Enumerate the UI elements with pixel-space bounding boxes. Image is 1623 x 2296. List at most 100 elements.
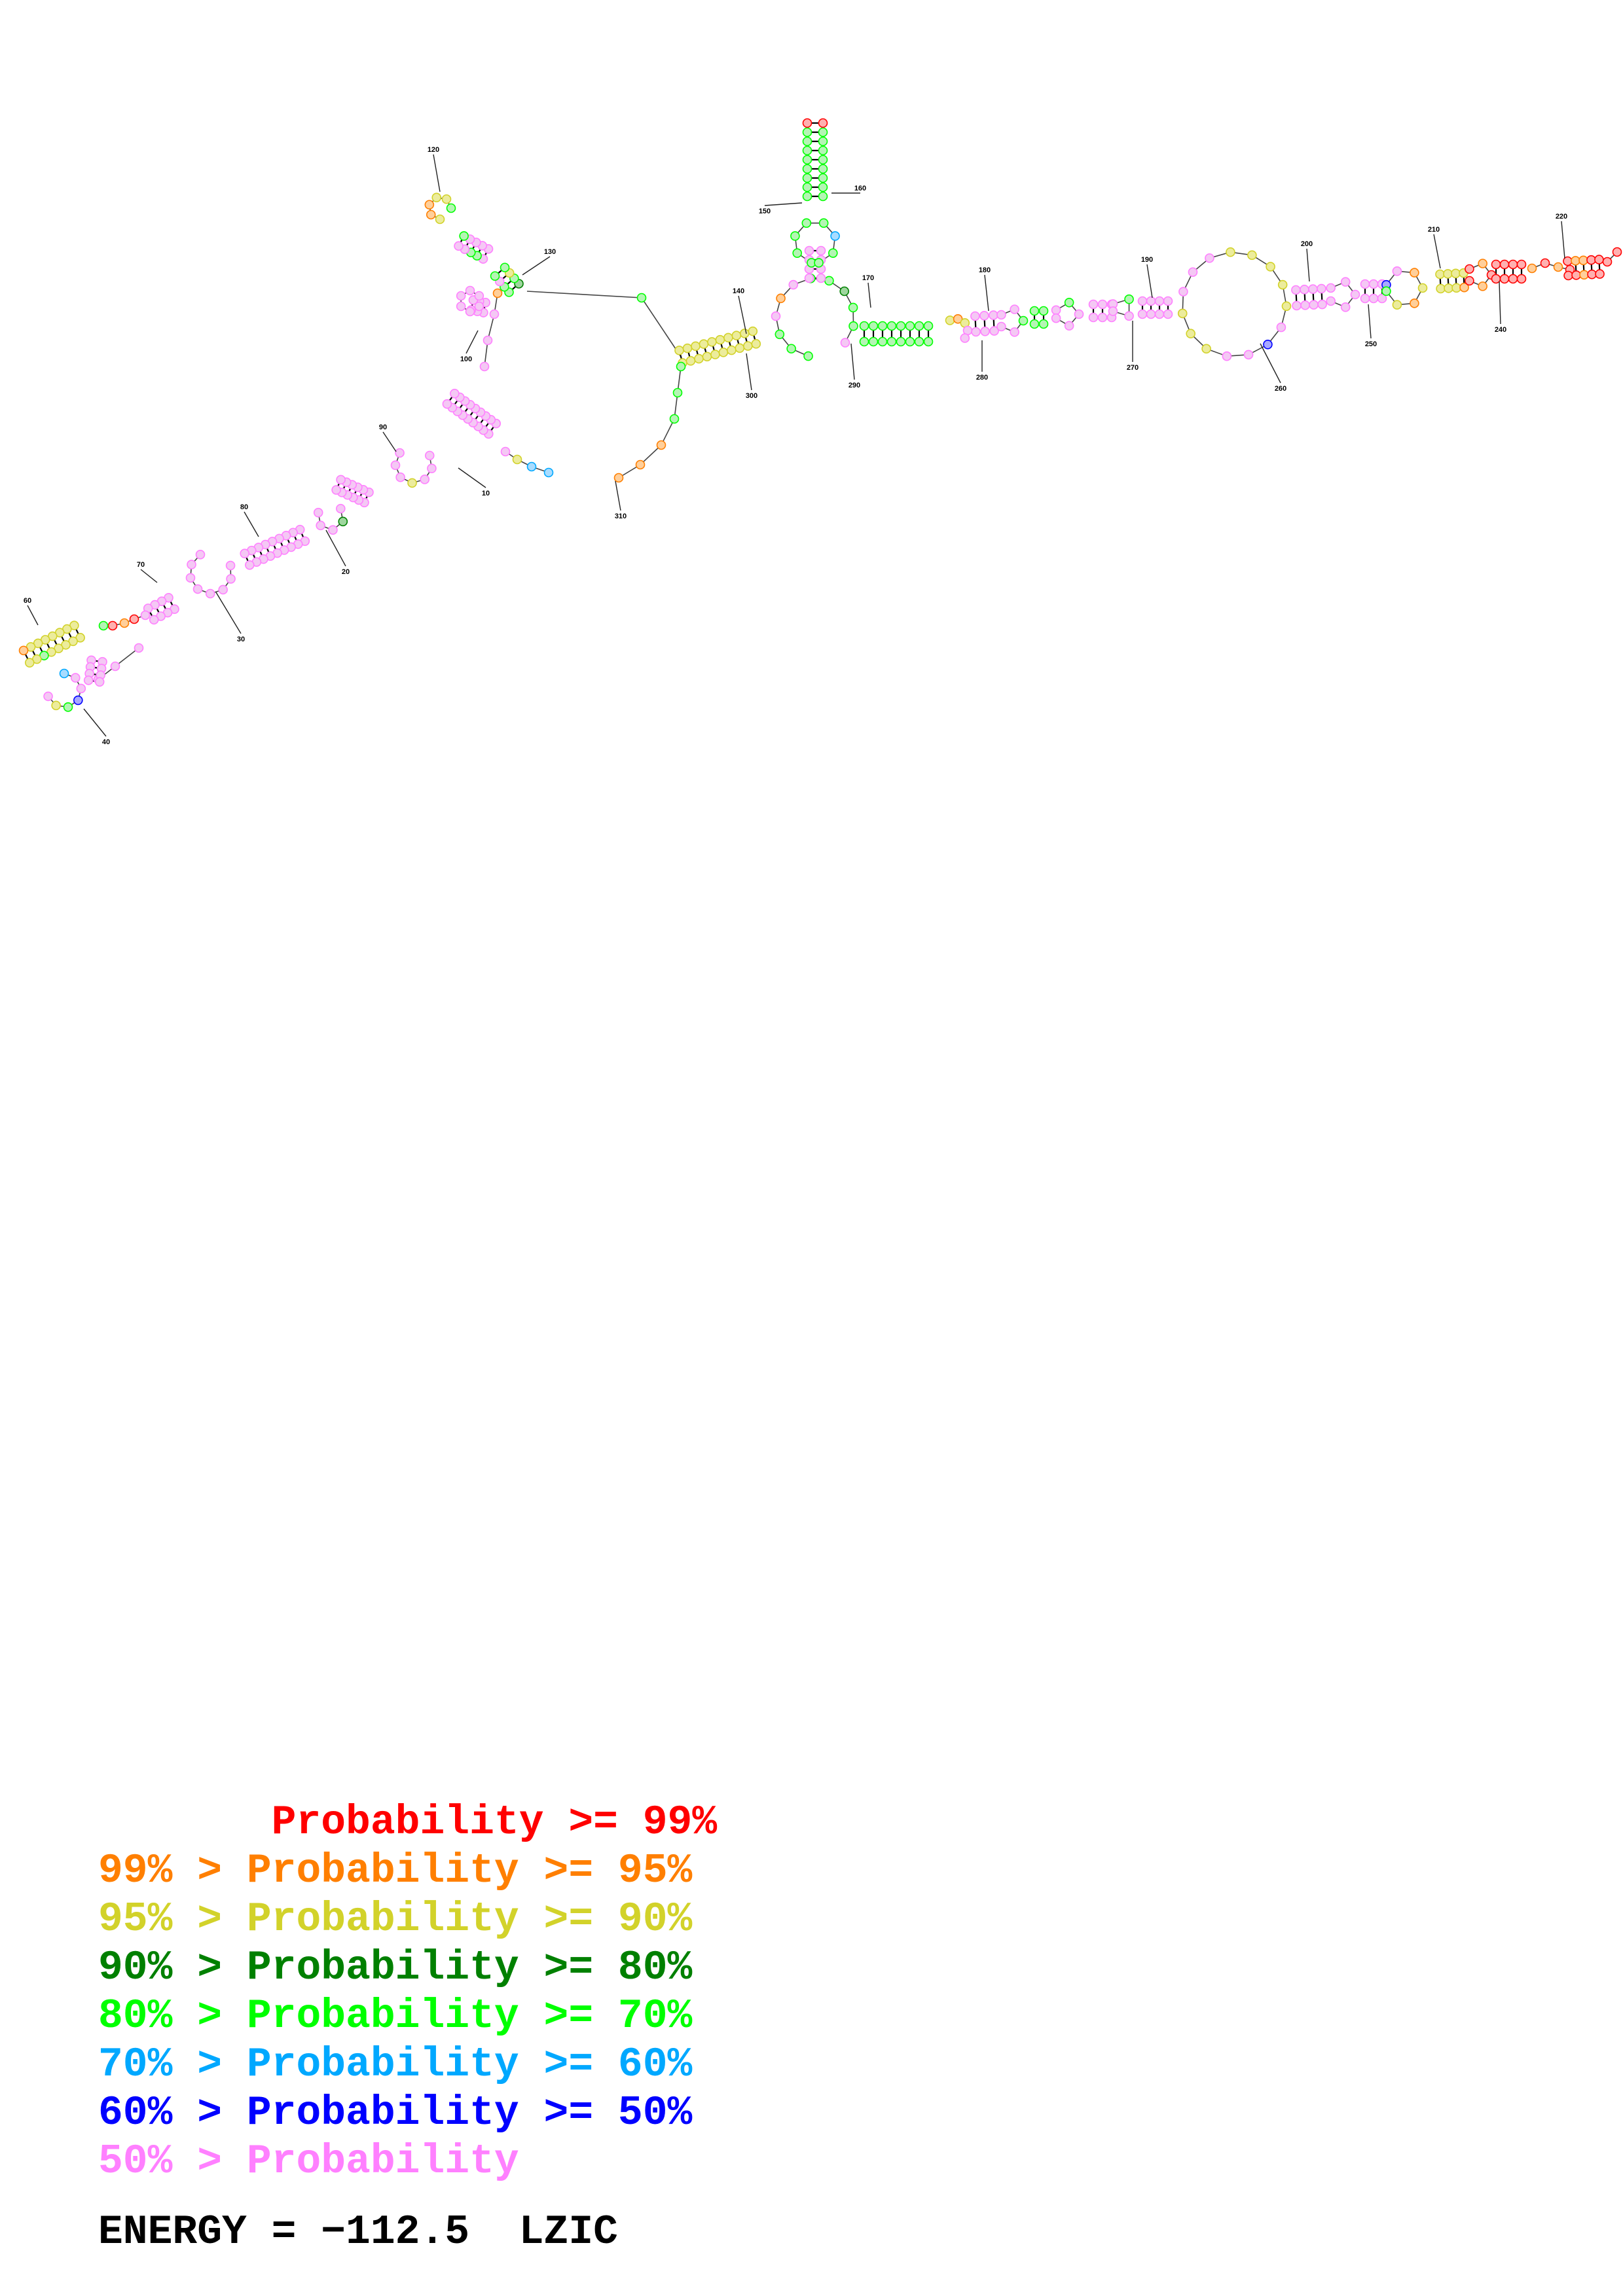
legend-entry-p95: 99% > Probability >= 95% [98, 1848, 693, 1894]
nucleotide [848, 302, 858, 313]
nucleotide [489, 309, 500, 319]
position-label: 250 [1365, 340, 1377, 348]
nucleotide [1317, 283, 1326, 294]
nucleotide [1108, 306, 1118, 316]
position-tick [1260, 343, 1281, 384]
nucleotide [715, 334, 725, 345]
nucleotide [1064, 321, 1074, 331]
nucleotide [435, 214, 445, 224]
nucleotide [1137, 309, 1148, 319]
nucleotide [802, 173, 812, 183]
position-label: 210 [1428, 226, 1440, 234]
nucleotide [1186, 329, 1195, 339]
nucleotide [945, 315, 955, 325]
position-label: 170 [862, 274, 874, 282]
position-label: 200 [1301, 240, 1313, 248]
nucleotide [1291, 285, 1301, 295]
nucleotide [1243, 350, 1254, 360]
nucleotide [1578, 255, 1588, 266]
nucleotide [1540, 258, 1550, 268]
position-tick [458, 467, 486, 488]
nucleotide [1074, 309, 1084, 319]
nucleotide [240, 548, 250, 558]
nucleotide [970, 311, 980, 321]
nucleotide [818, 173, 828, 183]
nucleotide [512, 454, 522, 465]
nucleotide [459, 231, 469, 241]
nucleotide [187, 560, 196, 569]
nucleotide [1465, 264, 1474, 274]
nucleotide [1097, 312, 1108, 323]
position-label: 190 [1141, 256, 1153, 264]
position-label: 30 [237, 636, 245, 643]
nucleotide [1612, 247, 1622, 257]
nucleotide [1188, 267, 1198, 278]
nucleotide [1326, 296, 1336, 306]
nucleotide [896, 321, 906, 331]
nucleotide [818, 164, 828, 174]
nucleotide [185, 573, 196, 583]
nucleotide [682, 343, 693, 353]
nucleotide [804, 273, 814, 283]
position-label: 40 [102, 738, 110, 746]
nucleotide [635, 459, 646, 470]
nucleotide [868, 336, 879, 347]
nucleotide [1300, 285, 1309, 295]
nucleotide [1178, 287, 1188, 296]
nucleotide [691, 341, 701, 351]
nucleotide [500, 262, 510, 273]
position-tick [433, 154, 441, 192]
legend-entry-p90: 95% > Probability >= 90% [98, 1896, 693, 1943]
nucleotide [802, 136, 812, 147]
position-tick [215, 592, 242, 634]
nucleotide [395, 472, 405, 482]
nucleotide [735, 343, 745, 353]
nucleotide [748, 326, 758, 336]
legend-entry-below50: 50% > Probability [98, 2138, 519, 2185]
position-tick [244, 511, 259, 537]
nucleotide [1410, 268, 1419, 278]
position-tick [764, 202, 803, 206]
nucleotide [896, 336, 906, 347]
nucleotide [110, 661, 120, 672]
position-ticks: 10 20 30 40 60 70 80 90 100 120 130 140 150 160 170 180… [24, 146, 1567, 746]
nucleotide [1451, 268, 1461, 279]
nucleotide [1226, 247, 1235, 257]
nucleotide [474, 301, 484, 312]
nucleotide [818, 136, 828, 147]
nucleotide [1360, 279, 1370, 289]
nucleotide [331, 485, 341, 495]
nucleotide [192, 584, 203, 594]
position-tick [83, 708, 107, 737]
nucleotide [718, 348, 729, 357]
position-label: 270 [1127, 364, 1139, 372]
nucleotide [953, 314, 963, 324]
nucleotide [1177, 308, 1188, 319]
nucleotide [1276, 322, 1286, 332]
nucleotide [818, 118, 828, 128]
nucleotide [1553, 262, 1563, 272]
position-label: 280 [976, 374, 988, 382]
nucleotide [426, 209, 436, 220]
base-pairs [23, 122, 1601, 683]
position-tick [325, 529, 346, 567]
nucleotide [225, 560, 236, 571]
nucleotide [1163, 296, 1173, 306]
nucleotide [905, 321, 915, 331]
nucleotide [788, 279, 799, 290]
nucleotide [775, 329, 785, 340]
nucleotide [98, 620, 109, 631]
nucleotide [669, 414, 680, 424]
nucleotide [442, 399, 452, 409]
nucleotide [980, 326, 990, 336]
nucleotide [1571, 256, 1580, 266]
nucleotide [923, 321, 934, 331]
nucleotide [140, 610, 151, 620]
loop-p [1112, 298, 1130, 317]
nucleotide [923, 336, 934, 347]
nucleotide [960, 333, 970, 343]
nucleotide [1064, 297, 1074, 308]
nucleotide [1029, 319, 1040, 329]
nucleotide [1292, 300, 1302, 311]
nucleotide [1436, 283, 1446, 294]
